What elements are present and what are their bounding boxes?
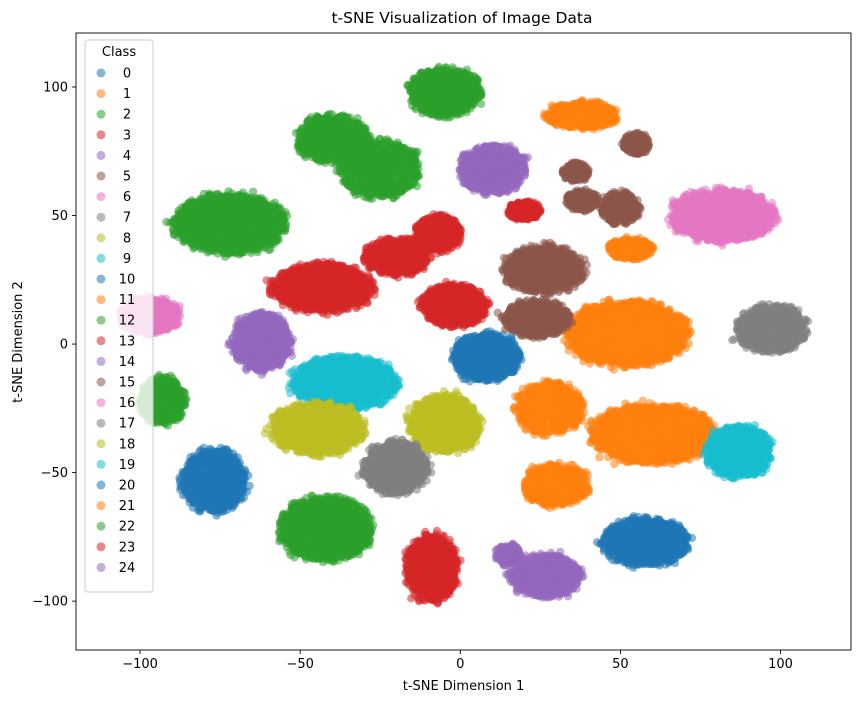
point bbox=[577, 98, 585, 106]
point bbox=[503, 354, 511, 362]
point bbox=[412, 80, 420, 88]
point bbox=[502, 341, 510, 349]
point bbox=[556, 118, 564, 126]
point bbox=[309, 116, 317, 124]
chart-title: t-SNE Visualization of Image Data bbox=[331, 9, 592, 27]
point bbox=[483, 356, 491, 364]
point bbox=[464, 345, 472, 353]
point bbox=[444, 99, 452, 107]
point bbox=[336, 147, 344, 155]
point bbox=[404, 81, 412, 89]
point bbox=[307, 128, 315, 136]
point bbox=[510, 340, 518, 348]
point bbox=[609, 116, 617, 124]
point bbox=[584, 104, 592, 112]
point bbox=[324, 116, 332, 124]
point bbox=[332, 119, 340, 127]
point bbox=[355, 123, 363, 131]
point bbox=[328, 134, 336, 142]
point bbox=[492, 345, 500, 353]
point bbox=[434, 113, 442, 121]
point bbox=[447, 67, 455, 75]
point bbox=[309, 150, 317, 158]
point bbox=[340, 124, 348, 132]
point bbox=[299, 137, 307, 145]
point bbox=[419, 74, 427, 82]
point bbox=[415, 94, 423, 102]
point bbox=[589, 118, 597, 126]
point bbox=[324, 150, 332, 158]
point bbox=[315, 135, 323, 143]
point bbox=[429, 99, 437, 107]
point bbox=[471, 375, 479, 383]
point bbox=[470, 359, 478, 367]
point bbox=[434, 91, 442, 99]
point bbox=[476, 350, 484, 358]
point bbox=[444, 113, 452, 121]
point bbox=[465, 71, 473, 79]
point bbox=[473, 82, 481, 90]
point bbox=[561, 108, 569, 116]
point bbox=[599, 108, 607, 116]
point bbox=[457, 100, 465, 108]
point bbox=[341, 113, 349, 121]
point bbox=[513, 352, 521, 360]
point bbox=[492, 353, 500, 361]
point bbox=[432, 66, 440, 74]
point bbox=[612, 106, 620, 114]
point bbox=[418, 109, 426, 117]
point bbox=[508, 361, 516, 369]
point bbox=[477, 333, 485, 341]
point bbox=[553, 107, 561, 115]
point bbox=[456, 353, 464, 361]
point bbox=[491, 362, 499, 370]
point bbox=[452, 80, 460, 88]
point bbox=[445, 91, 453, 99]
point bbox=[597, 117, 605, 125]
point bbox=[497, 370, 505, 378]
point bbox=[579, 117, 587, 125]
